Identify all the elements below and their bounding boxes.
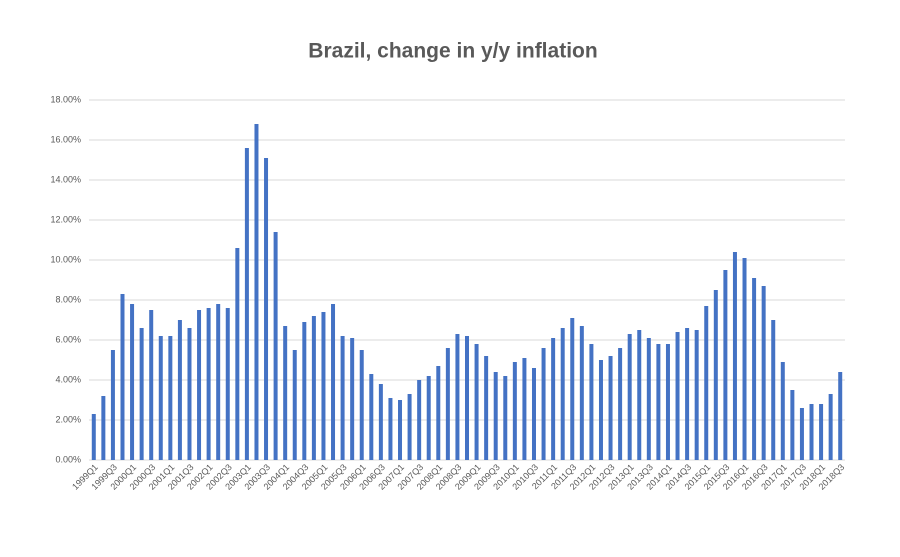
bar: [149, 310, 154, 460]
bar: [426, 376, 431, 460]
bar: [350, 338, 355, 460]
bar: [244, 148, 249, 460]
bar: [799, 408, 804, 460]
bar: [359, 350, 364, 460]
bar: [311, 316, 316, 460]
bar: [531, 368, 536, 460]
y-tick-label: 18.00%: [50, 94, 81, 104]
bar: [225, 308, 230, 460]
bar: [742, 258, 747, 460]
bar: [579, 326, 584, 460]
bar: [110, 350, 115, 460]
bar: [484, 356, 489, 460]
bar: [713, 290, 718, 460]
bar: [809, 404, 814, 460]
bar: [675, 332, 680, 460]
bar: [665, 344, 670, 460]
bar: [723, 270, 728, 460]
bar: [340, 336, 345, 460]
bar: [91, 414, 96, 460]
bar: [206, 308, 211, 460]
bar: [388, 398, 393, 460]
bar: [790, 390, 795, 460]
bar: [627, 334, 632, 460]
bar: [254, 124, 259, 460]
y-tick-label: 10.00%: [50, 254, 81, 264]
bar: [780, 362, 785, 460]
bar: [646, 338, 651, 460]
bar: [732, 252, 737, 460]
bar: [273, 232, 278, 460]
bar: [168, 336, 173, 460]
bar: [598, 360, 603, 460]
bar: [570, 318, 575, 460]
bar: [503, 376, 508, 460]
bar: [819, 404, 824, 460]
bar: [551, 338, 556, 460]
bar: [283, 326, 288, 460]
bar: [656, 344, 661, 460]
bar: [828, 394, 833, 460]
bar: [560, 328, 565, 460]
bar: [771, 320, 776, 460]
bar: [264, 158, 269, 460]
bar: [407, 394, 412, 460]
bar: [474, 344, 479, 460]
bar: [685, 328, 690, 460]
bar: [493, 372, 498, 460]
bar: [302, 322, 307, 460]
chart-title: Brazil, change in y/y inflation: [308, 40, 597, 63]
y-tick-label: 0.00%: [55, 454, 81, 464]
bar: [752, 278, 757, 460]
bar: [761, 286, 766, 460]
bar: [436, 366, 441, 460]
bar: [378, 384, 383, 460]
bar: [216, 304, 221, 460]
y-tick-label: 6.00%: [55, 334, 81, 344]
bar: [197, 310, 202, 460]
bar: [369, 374, 374, 460]
y-tick-label: 14.00%: [50, 174, 81, 184]
bar: [608, 356, 613, 460]
y-tick-label: 12.00%: [50, 214, 81, 224]
bar: [838, 372, 843, 460]
bar: [512, 362, 517, 460]
bar: [101, 396, 106, 460]
bar: [445, 348, 450, 460]
y-tick-label: 2.00%: [55, 414, 81, 424]
bar: [522, 358, 527, 460]
bar: [235, 248, 240, 460]
bar: [321, 312, 326, 460]
bar: [331, 304, 336, 460]
bar: [130, 304, 135, 460]
bar: [589, 344, 594, 460]
y-tick-label: 16.00%: [50, 134, 81, 144]
bar: [465, 336, 469, 460]
bar: [158, 336, 163, 460]
bar: [541, 348, 546, 460]
bar: [637, 330, 642, 460]
bar: [398, 400, 403, 460]
bar: [139, 328, 144, 460]
bar: [704, 306, 709, 460]
bar: [177, 320, 182, 460]
bar: [417, 380, 422, 460]
y-tick-label: 8.00%: [55, 294, 81, 304]
bar: [187, 328, 192, 460]
y-tick-label: 4.00%: [55, 374, 81, 384]
bar: [455, 334, 460, 460]
bar: [120, 294, 125, 460]
bar: [292, 350, 297, 460]
bar: [618, 348, 623, 460]
bar: [694, 330, 699, 460]
